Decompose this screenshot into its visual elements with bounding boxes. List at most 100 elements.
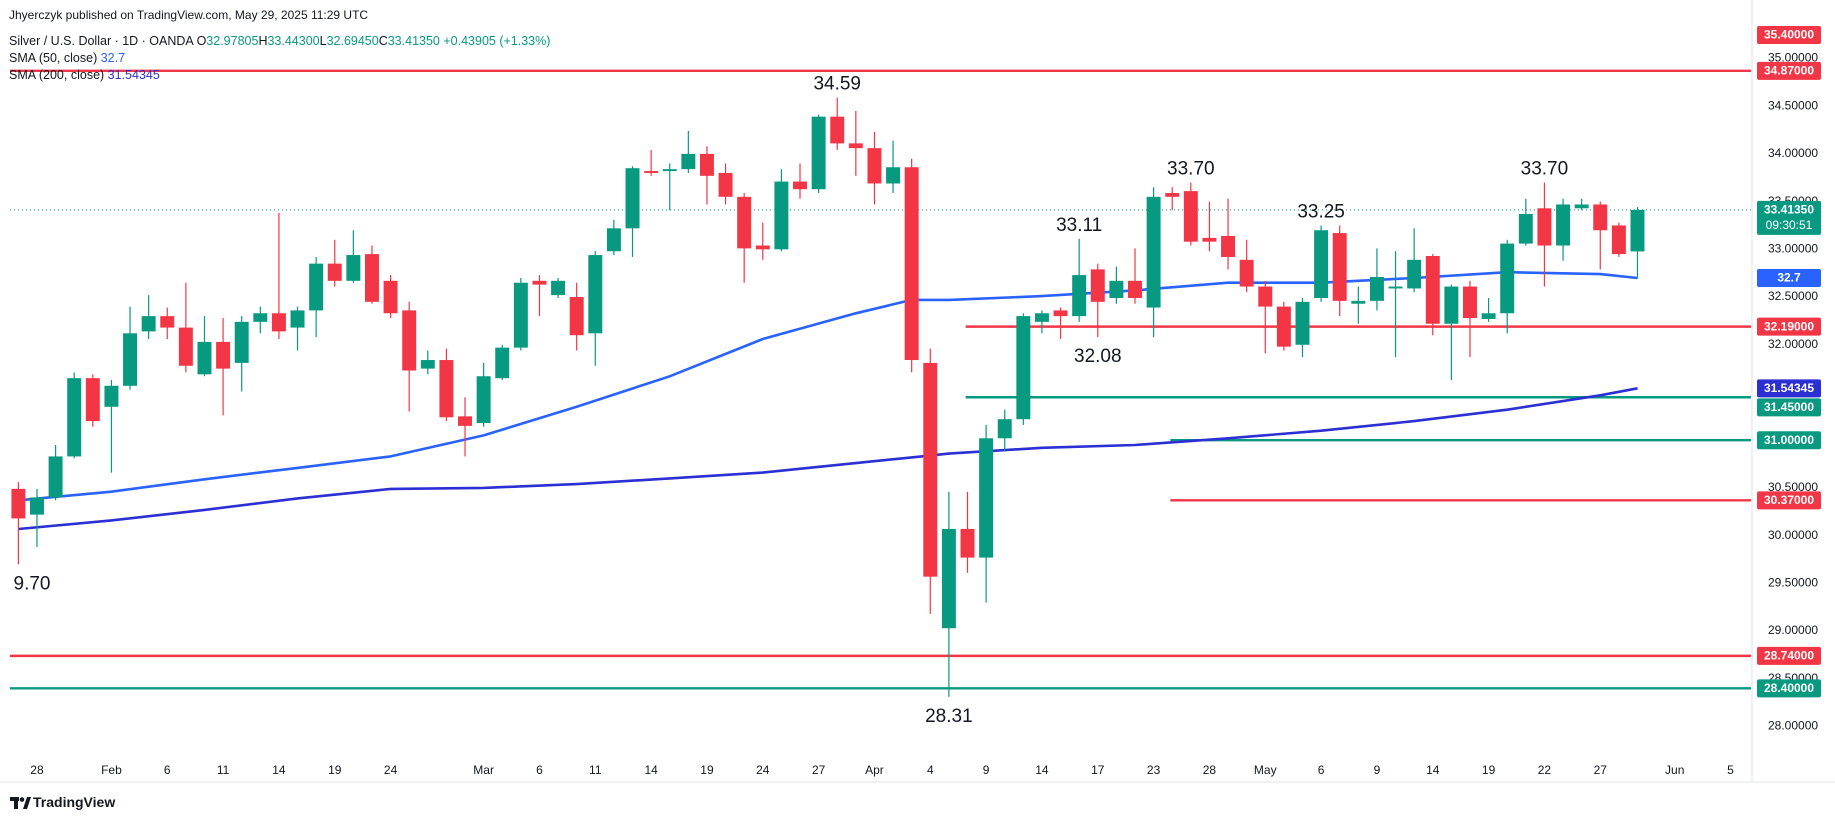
candle: [253, 306, 268, 334]
candle: [1369, 248, 1384, 311]
y-tick-label: 33.00000: [1768, 241, 1818, 255]
sma200-legend: SMA (200, close) 31.54345: [9, 68, 160, 82]
candle-body: [1574, 204, 1589, 209]
candle-body: [960, 528, 975, 558]
candle: [11, 482, 26, 565]
candle-body: [1351, 300, 1366, 304]
price-countdown: 09:30:51: [1766, 218, 1813, 232]
candle-body: [495, 347, 510, 379]
candle-body: [141, 316, 156, 332]
candle-body: [1146, 196, 1161, 308]
candle-body: [1090, 269, 1105, 302]
candle: [1276, 301, 1291, 351]
legend-key: C: [378, 34, 388, 48]
candle: [588, 251, 603, 366]
x-tick-label: 28: [1203, 763, 1217, 777]
x-tick-label: 19: [328, 763, 342, 777]
candle-body: [681, 153, 696, 170]
sma-line: [18, 387, 1638, 531]
candle-body: [774, 181, 789, 250]
candle: [364, 245, 379, 304]
level-badge-label: 35.40000: [1764, 28, 1814, 42]
candle-body: [85, 378, 100, 422]
x-tick-label: 24: [756, 763, 770, 777]
sma-lines: [18, 270, 1638, 531]
ohlc-values: O32.97805H33.44300L32.69450C33.41350: [197, 34, 440, 48]
candle: [774, 169, 789, 252]
x-tick-label: 11: [589, 763, 602, 777]
y-tick-label: 35.00000: [1768, 51, 1818, 65]
candle-body: [104, 385, 119, 407]
x-tick-label: 6: [1318, 763, 1325, 777]
candle-body: [420, 360, 435, 369]
candle-body: [67, 378, 82, 457]
y-tick-label: 32.50000: [1768, 289, 1818, 303]
legend-value: 33.41350: [387, 34, 440, 48]
candle: [1388, 251, 1403, 358]
x-tick-label: 28: [30, 763, 44, 777]
candle: [30, 488, 44, 548]
candle: [1611, 222, 1626, 257]
candle-body: [848, 143, 863, 149]
candle: [495, 344, 510, 381]
candle-body: [160, 316, 175, 328]
candle-body: [1221, 235, 1236, 257]
candle: [234, 316, 249, 392]
candle: [699, 146, 714, 205]
price-badge-label: 33.41350: [1764, 203, 1814, 217]
y-tick-label: 28.00000: [1768, 719, 1818, 733]
candle: [1146, 187, 1161, 338]
candle-body: [588, 255, 603, 334]
candle: [1239, 239, 1254, 293]
candle-body: [476, 376, 491, 424]
candle: [160, 307, 175, 340]
candles: [11, 97, 1645, 697]
x-tick-label: 14: [1035, 763, 1049, 777]
level-badge: [1757, 61, 1821, 80]
brand-name: TradingView: [33, 794, 116, 810]
x-tick-label: 4: [927, 763, 934, 777]
level-badge-label: 31.45000: [1764, 400, 1814, 414]
candle-body: [1276, 306, 1291, 347]
candle-body: [1072, 275, 1087, 317]
y-tick-label: 29.50000: [1768, 576, 1818, 590]
x-tick-label: May: [1254, 763, 1277, 777]
candle: [960, 491, 975, 573]
candle: [551, 277, 566, 298]
candle: [1407, 228, 1422, 293]
candle-body: [1332, 233, 1347, 301]
candle-body: [606, 228, 621, 252]
candle-body: [1611, 225, 1626, 255]
x-tick-label: 11: [217, 763, 230, 777]
candle-body: [886, 167, 901, 184]
x-tick-label: 9: [1374, 763, 1381, 777]
candle-body: [253, 313, 268, 322]
candle: [1518, 198, 1533, 246]
candle-body: [513, 282, 528, 348]
candle-body: [1388, 286, 1403, 289]
y-tick-label: 29.00000: [1768, 623, 1818, 637]
candle-body: [1183, 191, 1198, 242]
candle: [327, 239, 342, 287]
candle: [1332, 225, 1347, 317]
candle: [513, 277, 528, 351]
series-name: SMA (50, close): [9, 51, 98, 65]
candle: [1053, 307, 1068, 340]
level-badge: [1757, 26, 1821, 44]
candle: [1463, 280, 1477, 358]
candle-body: [979, 438, 994, 558]
brand-logo: [10, 797, 31, 809]
candle: [1034, 310, 1049, 334]
candle-body: [327, 263, 342, 281]
sma-badge-label: 31.54345: [1764, 381, 1814, 395]
candle: [1556, 198, 1571, 261]
candle-body: [383, 280, 398, 314]
candle-body: [271, 313, 286, 332]
candle: [271, 213, 286, 340]
candle: [67, 372, 82, 459]
candle: [1425, 254, 1440, 336]
candle: [532, 275, 547, 317]
y-tick-label: 34.50000: [1768, 98, 1818, 112]
candle: [644, 150, 659, 176]
